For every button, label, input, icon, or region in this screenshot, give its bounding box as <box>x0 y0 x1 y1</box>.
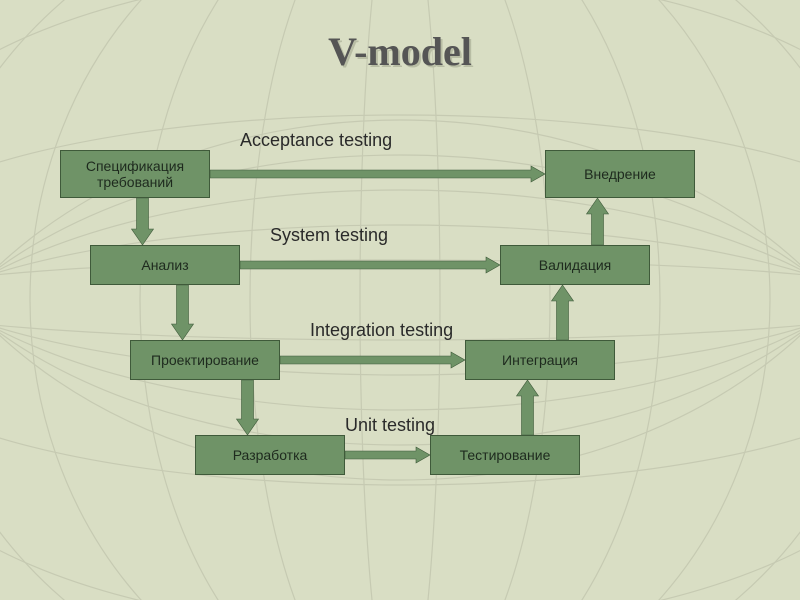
diagram-title: V-model V-model <box>0 28 800 78</box>
node-dev: Разработка <box>195 435 345 475</box>
edge-label-lbl_system: System testing <box>270 225 388 246</box>
node-design: Проектирование <box>130 340 280 380</box>
node-analysis: Анализ <box>90 245 240 285</box>
node-spec: Спецификация требований <box>60 150 210 198</box>
edge-label-lbl_unit: Unit testing <box>345 415 435 436</box>
diagram-stage: V-model V-model Спецификация требований А… <box>0 0 800 600</box>
edge-label-lbl_accept: Acceptance testing <box>240 130 392 151</box>
node-deploy: Внедрение <box>545 150 695 198</box>
node-test: Тестирование <box>430 435 580 475</box>
node-integ: Интеграция <box>465 340 615 380</box>
background-globe <box>0 0 800 600</box>
edge-label-lbl_integ: Integration testing <box>310 320 453 341</box>
title-text: V-model <box>0 28 800 75</box>
node-valid: Валидация <box>500 245 650 285</box>
